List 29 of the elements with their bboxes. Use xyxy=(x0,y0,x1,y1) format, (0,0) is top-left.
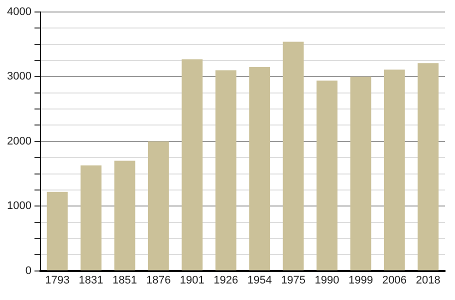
x-tick-label: 1831 xyxy=(78,274,104,286)
bar xyxy=(418,63,439,270)
x-tick-label: 1851 xyxy=(112,274,137,286)
bar xyxy=(384,70,405,270)
y-tick-label: 3000 xyxy=(6,70,32,83)
bar xyxy=(46,192,68,270)
x-tick-label: 1793 xyxy=(45,274,70,286)
bar xyxy=(148,141,169,270)
y-tick-label: 2000 xyxy=(6,135,32,148)
y-tick-label: 4000 xyxy=(6,6,32,18)
y-tick-label: 1000 xyxy=(6,200,32,212)
bar xyxy=(215,70,236,270)
x-tick-label: 1926 xyxy=(214,274,238,286)
y-tick-label: 0 xyxy=(25,264,32,277)
x-tick-label: 2006 xyxy=(382,274,407,286)
x-tick-label: 1901 xyxy=(180,274,204,286)
x-tick-label: 1975 xyxy=(281,274,306,286)
bar xyxy=(316,80,338,270)
x-tick-label: 1954 xyxy=(247,274,272,286)
x-tick-label: 1999 xyxy=(348,274,373,286)
x-tick-label: 1876 xyxy=(146,274,171,286)
bar xyxy=(80,165,102,270)
x-tick-label: 1990 xyxy=(314,274,340,286)
bar xyxy=(249,66,270,270)
x-tick-label: 2018 xyxy=(416,274,440,286)
bar xyxy=(350,76,372,270)
bar xyxy=(114,160,136,270)
bar xyxy=(182,59,203,270)
bar xyxy=(282,42,304,270)
